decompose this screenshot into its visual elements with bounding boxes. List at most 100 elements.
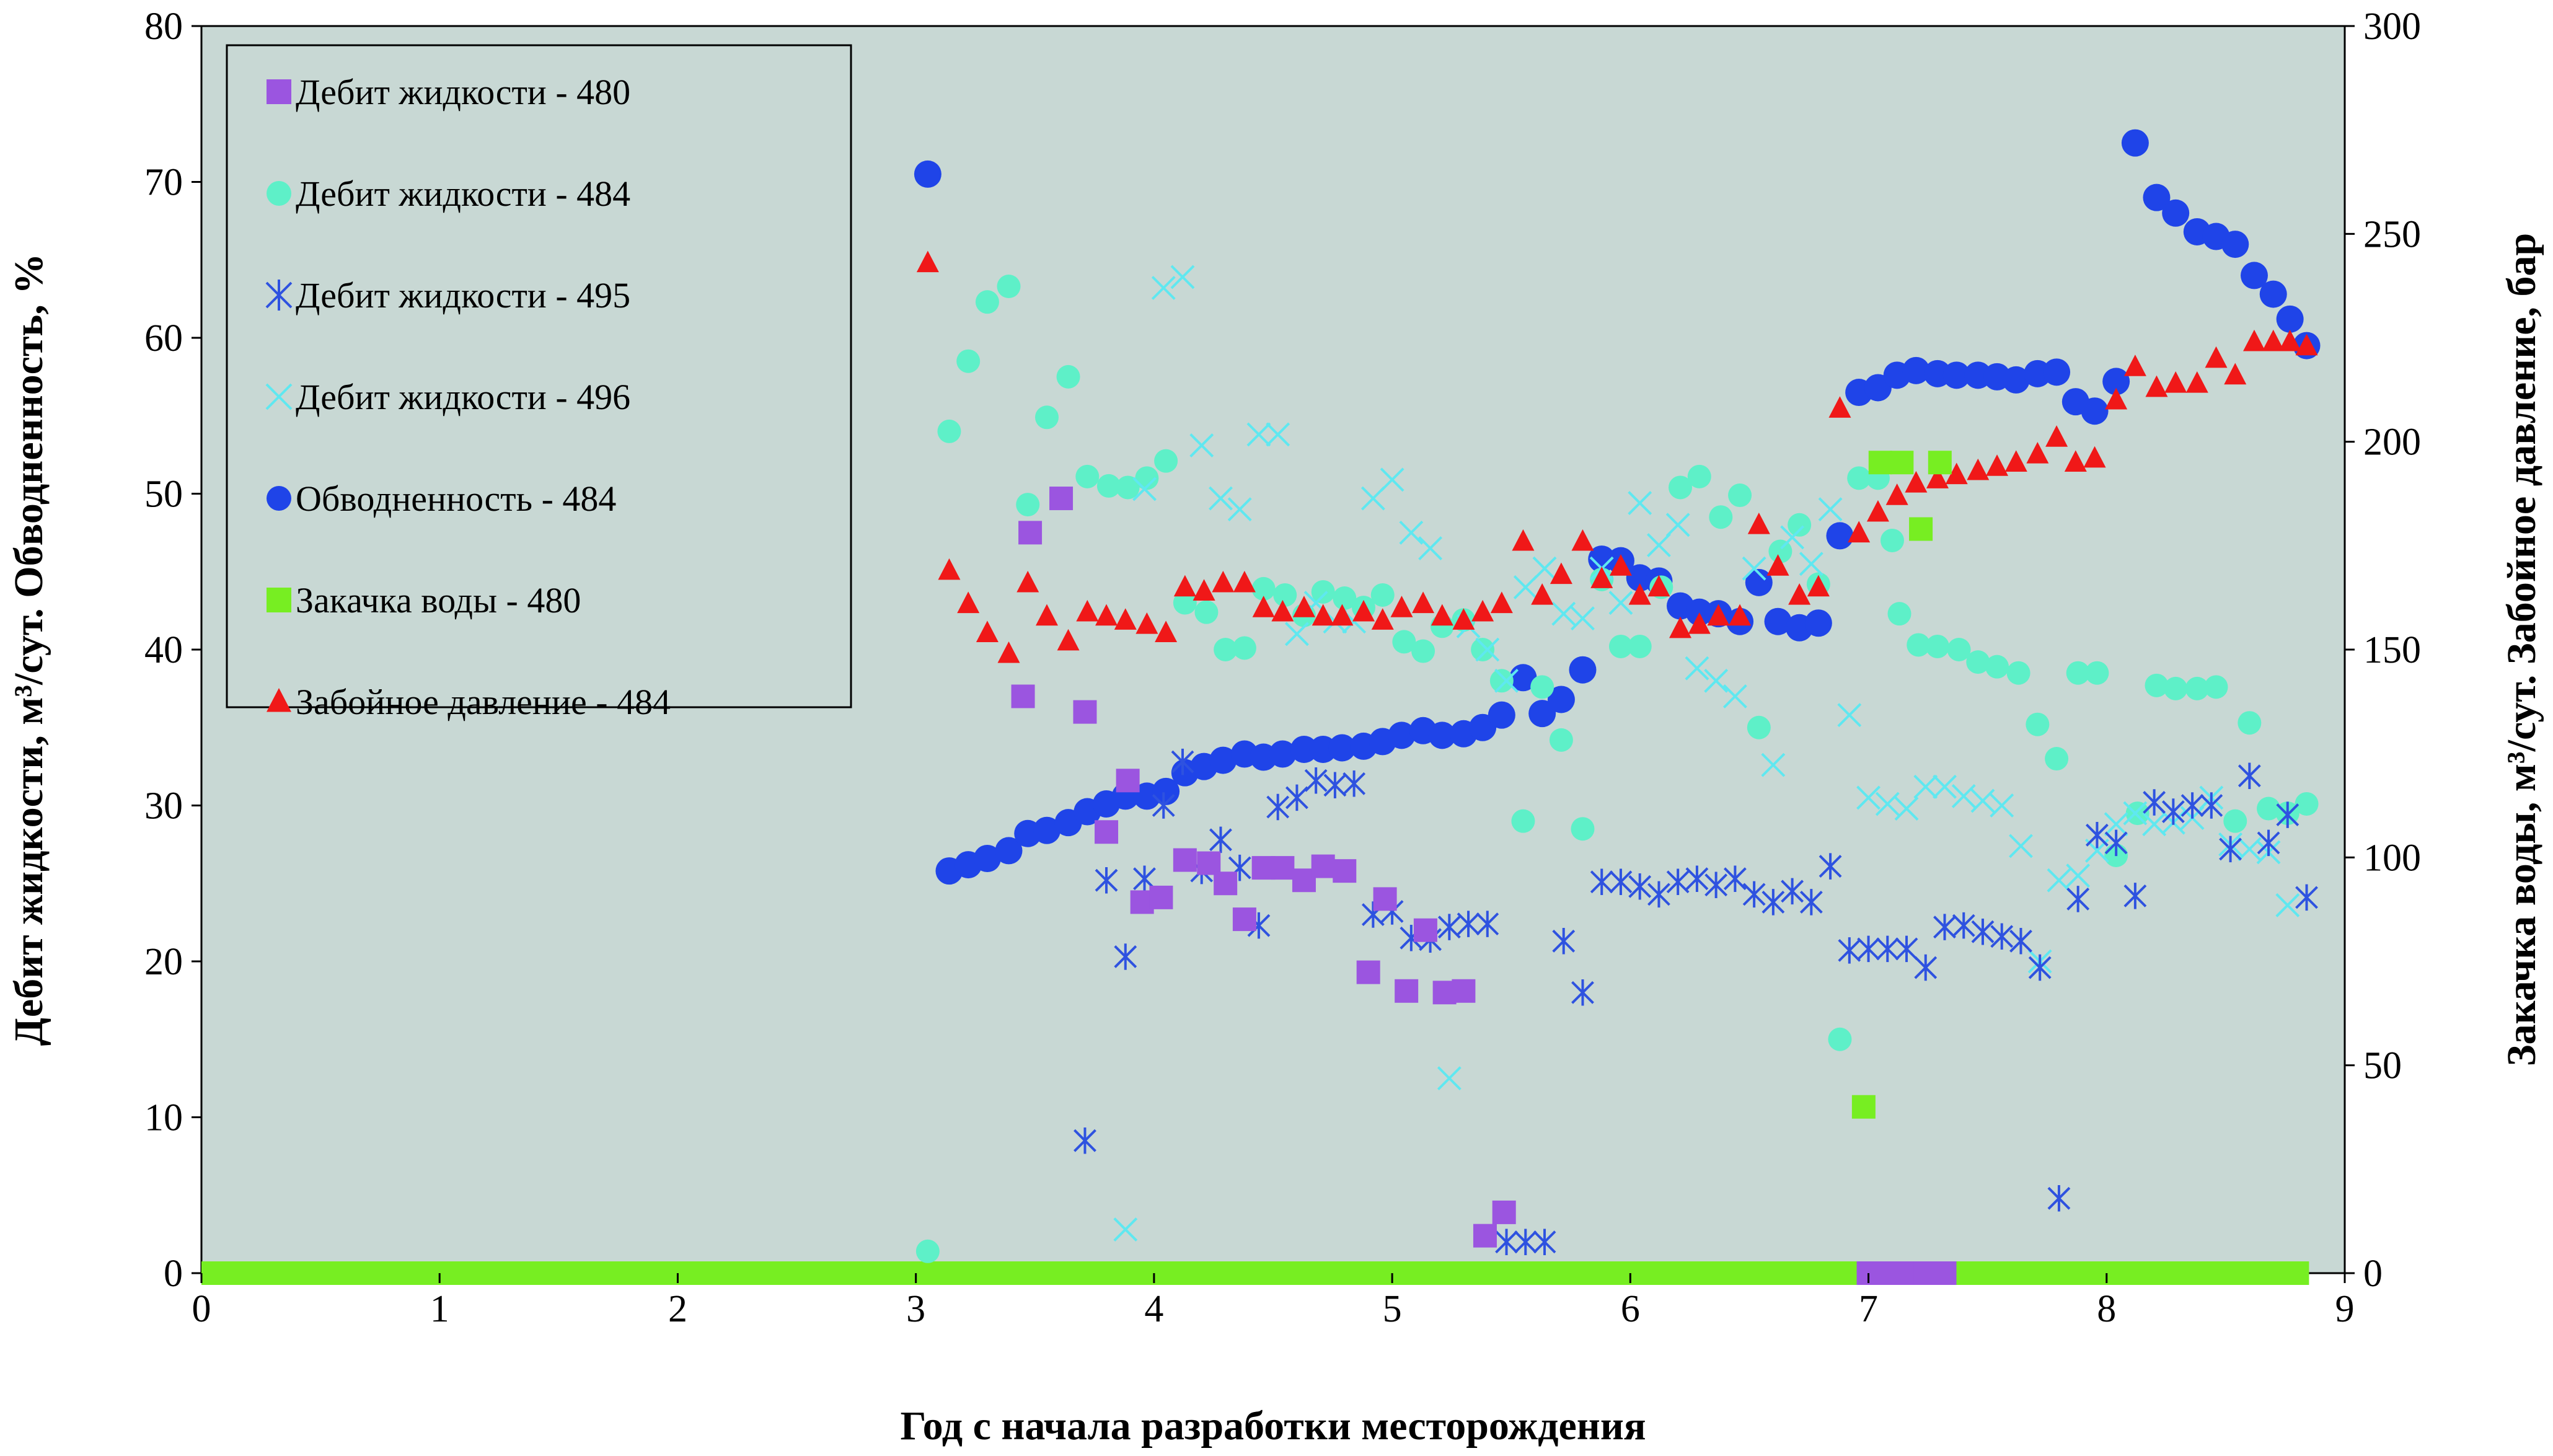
- data-point: [2143, 789, 2166, 816]
- data-point: [1488, 701, 1515, 729]
- data-point: [957, 591, 980, 614]
- data-point: [1608, 634, 1633, 658]
- data-point: [2028, 954, 2052, 981]
- data-point: [1246, 422, 1271, 447]
- data-point: [1457, 911, 1480, 937]
- data-point: [1856, 785, 1881, 810]
- data-point: [1489, 669, 1514, 693]
- data-point: [1285, 784, 1308, 811]
- legend: Дебит жидкости - 480 Дебит жидкости - 484…: [226, 44, 852, 722]
- data-point: [1209, 486, 1233, 511]
- legend-label: Обводненность - 484: [296, 479, 616, 519]
- data-point: [1628, 491, 1652, 516]
- data-point: [2064, 450, 2087, 472]
- x-tick-label: 7: [1859, 1288, 1878, 1330]
- data-point: [1571, 606, 1595, 631]
- data-point: [1926, 467, 1949, 488]
- data-point: [1902, 356, 1930, 384]
- data-point: [1990, 923, 2014, 950]
- data-point: [1116, 475, 1140, 500]
- data-point: [1356, 960, 1380, 984]
- data-point: [2004, 450, 2027, 472]
- baseline-layer: [201, 1261, 2309, 1285]
- data-point: [2081, 397, 2109, 425]
- data-point: [1333, 586, 1357, 611]
- legend-marker: [267, 588, 291, 612]
- y-right-tick-label: 0: [2363, 1253, 2383, 1295]
- data-point: [2009, 834, 2033, 858]
- data-point: [1571, 529, 1594, 551]
- legend-marker: [267, 486, 291, 511]
- data-point: [1273, 583, 1297, 607]
- data-point: [1437, 914, 1461, 940]
- legend-label: Дебит жидкости - 484: [296, 174, 630, 214]
- data-point: [2006, 661, 2030, 685]
- data-point: [1894, 796, 1919, 821]
- data-point: [997, 275, 1021, 299]
- data-point: [2123, 883, 2147, 909]
- data-point: [1399, 520, 1424, 545]
- data-point: [1669, 616, 1692, 638]
- y-right-tick-label: 100: [2363, 837, 2421, 879]
- data-point: [1232, 636, 1256, 660]
- data-point: [2002, 366, 2030, 394]
- data-point: [1266, 793, 1290, 821]
- data-point: [1214, 638, 1238, 661]
- data-point: [1290, 735, 1318, 763]
- data-point: [1685, 656, 1709, 681]
- data-point: [2164, 676, 2188, 700]
- data-point: [2145, 673, 2169, 697]
- data-point: [1114, 608, 1137, 630]
- data-point: [1075, 464, 1100, 488]
- x-tick-label: 1: [430, 1288, 449, 1330]
- data-point: [1034, 405, 1059, 430]
- data-point: [1151, 276, 1176, 300]
- data-point: [2047, 868, 2071, 893]
- data-point: [916, 250, 939, 273]
- y-right-tick-label: 300: [2363, 6, 2421, 48]
- data-point: [1788, 513, 1812, 537]
- data-point: [1152, 792, 1175, 819]
- data-point: [1985, 655, 2009, 679]
- data-point: [2185, 371, 2208, 393]
- data-point: [1232, 907, 1256, 932]
- data-point: [2161, 798, 2185, 825]
- data-point: [975, 290, 999, 314]
- data-point: [1551, 601, 1576, 626]
- data-point: [1511, 809, 1535, 833]
- data-point: [2240, 262, 2268, 289]
- data-point: [2295, 884, 2318, 911]
- data-point: [1876, 935, 1899, 963]
- data-point: [1056, 364, 1080, 389]
- data-point: [1788, 583, 1811, 605]
- data-point: [2045, 425, 2068, 447]
- data-point: [2123, 801, 2148, 826]
- baseline-bar: [201, 1261, 2309, 1285]
- series-5: [1851, 451, 1952, 1119]
- legend-marker: [267, 688, 291, 712]
- data-point: [1722, 684, 1747, 708]
- legend-entry: Обводненность - 484: [267, 479, 616, 519]
- data-point: [1857, 935, 1880, 963]
- data-point: [2223, 809, 2247, 833]
- data-point: [1569, 656, 1597, 684]
- data-point: [1095, 867, 1118, 894]
- data-point: [2295, 333, 2318, 356]
- data-point: [2278, 329, 2301, 351]
- data-point: [1285, 622, 1309, 646]
- y-right-tick-label: 250: [2363, 213, 2421, 255]
- data-point: [1868, 451, 1892, 475]
- data-point: [1530, 675, 1554, 699]
- data-point: [1011, 684, 1035, 708]
- data-point: [2259, 280, 2287, 308]
- data-point: [2123, 355, 2146, 376]
- data-point: [2221, 231, 2249, 258]
- data-point: [1742, 881, 1766, 908]
- data-point: [937, 419, 961, 443]
- data-point: [1728, 483, 1752, 508]
- y-left-tick-label: 10: [144, 1097, 183, 1139]
- data-point: [1768, 539, 1792, 563]
- data-point: [1942, 361, 1970, 389]
- x-axis: 0 1 2 3 4 5 6 7 8 9: [192, 1273, 2355, 1330]
- data-point: [1331, 604, 1354, 626]
